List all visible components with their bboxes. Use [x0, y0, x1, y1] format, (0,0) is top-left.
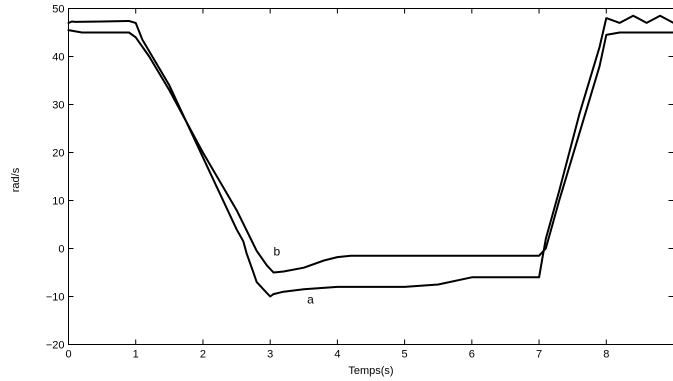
- y-axis: −20 −10 0 10 20 30 40 50: [46, 4, 673, 352]
- x-axis-label: Temps(s): [348, 365, 393, 377]
- x-tick-label: 3: [267, 349, 273, 361]
- y-tick-label: −10: [46, 292, 65, 304]
- annotation-b: b: [274, 245, 281, 259]
- x-tick-label: 1: [133, 349, 139, 361]
- y-tick-label: 0: [58, 244, 64, 256]
- y-tick-label: 30: [52, 100, 64, 112]
- x-tick-label: 0: [65, 349, 71, 361]
- x-tick-label: 6: [469, 349, 475, 361]
- series-line-1: [67, 14, 673, 298]
- x-axis: 0 1 2 3 4 5 6 7 8: [65, 8, 609, 361]
- plot-area: ab: [67, 14, 673, 307]
- y-tick-label: 50: [52, 4, 64, 16]
- x-tick-label: 5: [402, 349, 408, 361]
- y-tick-label: 40: [52, 52, 64, 64]
- series-line-2: [67, 29, 673, 274]
- x-tick-label: 7: [536, 349, 542, 361]
- y-axis-label: rad/s: [10, 167, 22, 192]
- plot-frame: [68, 8, 673, 345]
- annotation-a: a: [307, 293, 314, 307]
- y-tick-label: −20: [46, 340, 65, 352]
- x-tick-label: 4: [334, 349, 340, 361]
- y-tick-label: 20: [52, 148, 64, 160]
- x-tick-label: 8: [603, 349, 609, 361]
- x-tick-label: 2: [200, 349, 206, 361]
- y-tick-label: 10: [52, 196, 64, 208]
